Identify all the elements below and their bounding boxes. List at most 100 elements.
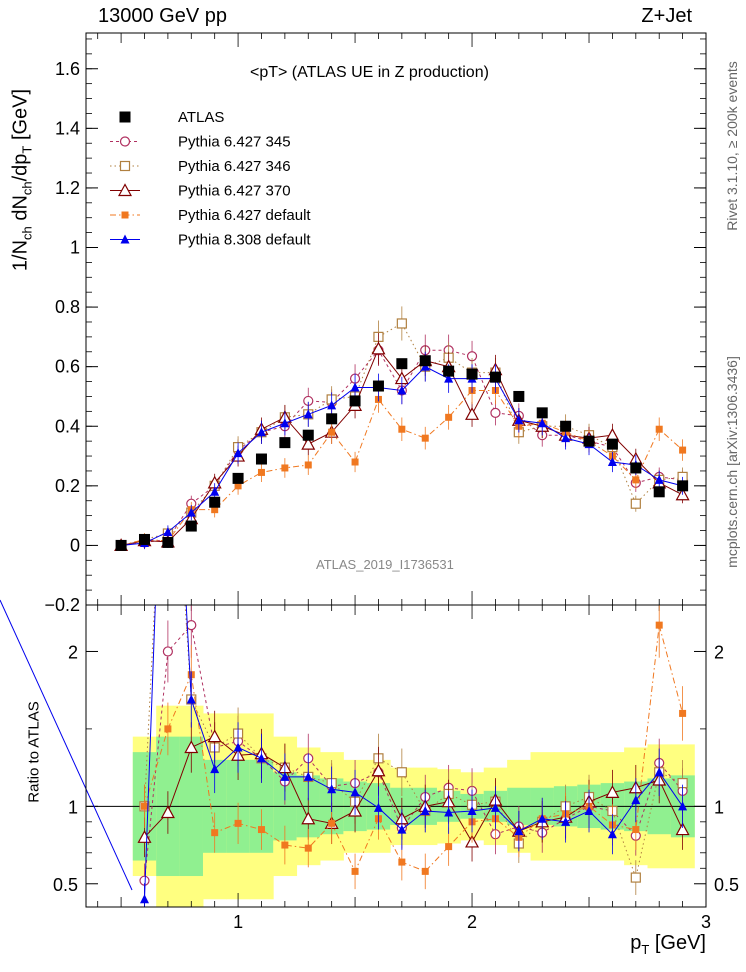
rivet-label: Rivet 3.1.10, ≥ 200k events	[724, 61, 740, 231]
data-point	[444, 373, 454, 383]
ratio-point	[350, 787, 360, 797]
legend-entry: Pythia 6.427 default	[110, 207, 311, 224]
data-point	[371, 341, 386, 355]
data-point	[560, 420, 572, 432]
data-point	[281, 464, 289, 472]
ratio-point	[444, 807, 454, 817]
data-point	[138, 533, 150, 545]
data-point	[326, 413, 338, 425]
data-point	[397, 385, 407, 395]
data-point	[419, 355, 431, 367]
data-point	[632, 476, 640, 484]
data-point	[185, 520, 197, 532]
data-point	[489, 371, 501, 383]
data-point	[327, 400, 337, 410]
mcplots-label: mcplots.cern.ch [arXiv:1306.3436]	[724, 356, 740, 568]
data-point	[421, 434, 429, 442]
ratio-tick-label-right: 1	[714, 797, 724, 817]
ratio-point	[398, 858, 406, 866]
data-point	[162, 536, 174, 548]
ratio-point	[514, 826, 524, 836]
ratio-point	[397, 824, 407, 834]
data-point	[234, 482, 242, 490]
ratio-point	[584, 805, 594, 815]
data-point	[257, 468, 265, 476]
ratio-point	[445, 843, 453, 851]
y-tick-label: 1.4	[55, 118, 80, 138]
x-tick-label: 3	[701, 912, 711, 932]
ratio-point	[467, 805, 477, 815]
ratio-point	[328, 819, 336, 827]
ratio-tick-label-right: 2	[714, 642, 724, 662]
data-point	[396, 358, 408, 370]
data-point	[302, 429, 314, 441]
ratio-point	[561, 816, 571, 826]
legend-marker	[121, 211, 129, 219]
ratio-point	[210, 764, 220, 774]
data-point	[279, 437, 291, 449]
y-tick-label: 1.6	[55, 59, 80, 79]
ratio-tick-label: 0.5	[53, 875, 78, 895]
legend-entry: ATLAS	[119, 109, 224, 126]
legend-marker	[119, 160, 131, 172]
ratio-point	[421, 867, 429, 875]
data-point	[630, 498, 641, 509]
series-line	[120, 390, 683, 546]
data-point	[349, 395, 361, 407]
legend-label: Pythia 6.427 346	[178, 158, 291, 175]
ratio-frame	[85, 604, 707, 908]
ratio-point	[137, 830, 152, 843]
data-point	[396, 318, 407, 329]
ratio-point	[186, 620, 197, 631]
ratio-point	[607, 829, 617, 839]
ratio-point	[281, 841, 289, 849]
ratio-y-axis-label: Ratio to ATLAS	[25, 701, 43, 803]
legend-marker	[117, 183, 133, 197]
ratio-point	[207, 729, 222, 743]
y-tick-label: 0.2	[55, 476, 80, 496]
y-tick-label: 0.6	[55, 357, 80, 377]
ratio-point	[184, 740, 199, 754]
data-point	[561, 433, 571, 443]
legend-label: Pythia 6.427 default	[178, 207, 311, 224]
y-axis-label: 1/Nch dNch/dpT [GeV]	[9, 88, 35, 272]
data-point	[232, 472, 244, 484]
data-point	[605, 427, 620, 441]
ratio-line	[144, 736, 684, 843]
legend-entry: Pythia 8.308 default	[110, 232, 311, 249]
ratio-point	[234, 819, 242, 827]
data-point	[163, 527, 173, 537]
data-point	[372, 380, 384, 392]
ratio-point	[537, 813, 547, 823]
legend-label: Pythia 6.427 345	[178, 134, 291, 151]
ratio-point	[162, 646, 173, 657]
legend-label: Pythia 8.308 default	[178, 232, 311, 249]
data-point	[256, 427, 266, 437]
data-point	[443, 365, 455, 377]
data-point	[606, 438, 618, 450]
data-point	[514, 415, 524, 425]
data-point	[465, 407, 480, 420]
legend-marker	[119, 111, 131, 123]
ratio-point	[351, 867, 359, 875]
data-point	[233, 448, 243, 458]
data-point	[303, 409, 313, 419]
ratio-point	[304, 844, 312, 852]
ratio-line	[144, 625, 684, 873]
ratio-point	[678, 801, 688, 811]
legend-marker	[120, 234, 130, 244]
ratio-tick-label: 2	[68, 642, 78, 662]
data-point	[513, 390, 525, 402]
ratio-point	[257, 826, 265, 834]
legend-label: Pythia 6.427 370	[178, 183, 291, 200]
legend-entry: Pythia 6.427 370	[110, 183, 291, 200]
ratio-point	[301, 811, 316, 825]
ratio-series-group	[137, 605, 690, 907]
ratio-point	[371, 763, 386, 777]
chart-title: <pT> (ATLAS UE in Z production)	[250, 64, 489, 81]
legend-entry: Pythia 6.427 346	[110, 158, 291, 175]
data-point	[490, 407, 501, 418]
data-point	[328, 428, 336, 436]
data-point	[398, 425, 406, 433]
